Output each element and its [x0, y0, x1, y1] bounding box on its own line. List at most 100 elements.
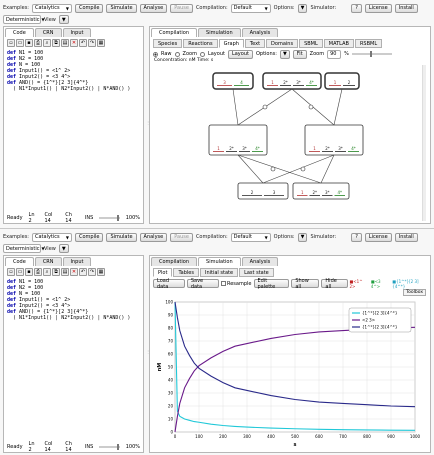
install-button[interactable]: Install	[394, 3, 418, 13]
series-chip-1[interactable]: ■<1^ 2>	[349, 278, 363, 289]
help-button[interactable]: ?	[351, 3, 362, 13]
plot-canvas[interactable]: 0 100 200 300 400 500 600 700 800 900 1000 0 10 20 30 4…	[153, 296, 427, 450]
pause-button[interactable]: Pause	[170, 232, 193, 242]
tab-plot[interactable]: Plot	[153, 268, 173, 277]
tab-last-state[interactable]: Last state	[239, 268, 274, 277]
legend-label: {1^*}[2 3]{4^*}	[362, 311, 398, 316]
zoom-slider[interactable]	[99, 443, 120, 450]
settings-icon[interactable]: ▦	[97, 39, 105, 47]
save-data-button[interactable]: Save data	[186, 278, 219, 290]
toolbox-button[interactable]: Toolbox	[403, 289, 426, 296]
show-all-button[interactable]: Show all	[291, 278, 320, 290]
tab-species[interactable]: Species	[153, 39, 183, 48]
tab-code[interactable]: Code	[5, 257, 34, 266]
tab-sbml[interactable]: SBML	[299, 39, 323, 48]
raw-radio[interactable]	[153, 51, 158, 57]
open-folder-icon[interactable]: ▭	[16, 39, 24, 47]
compilation-select[interactable]: Default ▼	[230, 3, 271, 13]
analyse-button[interactable]: Analyse	[139, 3, 168, 13]
series-chip-2[interactable]: ■<3 4^>	[370, 278, 381, 289]
simulate-button[interactable]: Simulate	[106, 3, 137, 13]
layout-button[interactable]: Layout	[227, 49, 253, 59]
paste-icon[interactable]: ▤	[61, 268, 69, 276]
print-icon[interactable]: ⎙	[34, 39, 42, 47]
tab-compilation[interactable]: Compilation	[151, 28, 198, 37]
tab-crn[interactable]: CRN	[34, 28, 62, 37]
view-dropdown[interactable]: ▼	[58, 15, 69, 24]
tab-reactions[interactable]: Reactions	[183, 39, 218, 48]
tab-simulation[interactable]: Simulation	[198, 28, 241, 37]
delete-icon[interactable]: ✕	[70, 39, 78, 47]
tab-tables[interactable]: Tables	[173, 268, 199, 277]
mode-select[interactable]: Deterministic ▼	[3, 15, 45, 24]
help-button[interactable]: ?	[351, 232, 362, 242]
search-icon[interactable]: ⌕	[43, 39, 51, 47]
tab-input[interactable]: Input	[62, 28, 92, 37]
fit-button[interactable]: Fit	[292, 49, 307, 59]
examples-select[interactable]: Catalytics ▼	[31, 3, 72, 13]
tab-analysis[interactable]: Analysis	[241, 257, 279, 266]
compile-button[interactable]: Compile	[74, 232, 104, 242]
examples-select[interactable]: Catalytics ▼	[31, 232, 72, 242]
tab-rsbml[interactable]: RSBML	[354, 39, 383, 48]
install-button[interactable]: Install	[394, 232, 418, 242]
splitter-handle[interactable]: ⋮	[146, 120, 150, 125]
redo-icon[interactable]: ↷	[88, 39, 96, 47]
options-dropdown[interactable]: ▼	[279, 49, 290, 59]
undo-icon[interactable]: ↶	[79, 39, 87, 47]
tab-input[interactable]: Input	[62, 257, 92, 266]
layout-radio[interactable]	[199, 51, 205, 57]
code-area[interactable]: def N1 = 100 def N2 = 100 def N = 100 def I…	[7, 279, 140, 321]
tab-code[interactable]: Code	[5, 28, 34, 37]
new-file-icon[interactable]: ▫	[7, 39, 15, 47]
license-button[interactable]: License	[364, 3, 392, 13]
view-dropdown[interactable]: ▼	[58, 244, 69, 253]
open-folder-icon[interactable]: ▭	[16, 268, 24, 276]
tab-text[interactable]: Text	[244, 39, 266, 48]
zoom-input[interactable]: 90	[327, 49, 342, 59]
resample-checkbox[interactable]	[220, 281, 226, 286]
tab-analysis[interactable]: Analysis	[241, 28, 279, 37]
settings-icon[interactable]: ▦	[97, 268, 105, 276]
zoom-radio[interactable]	[174, 51, 180, 57]
zoom-slider[interactable]	[351, 51, 392, 57]
options-dropdown[interactable]: ▼	[297, 3, 308, 13]
code-area[interactable]: def N1 = 100 def N2 = 100 def N = 100 def I…	[7, 50, 140, 92]
print-icon[interactable]: ⎙	[34, 268, 42, 276]
tab-crn[interactable]: CRN	[34, 257, 62, 266]
license-button[interactable]: License	[364, 232, 392, 242]
tab-domains[interactable]: Domains	[266, 39, 299, 48]
tab-simulation[interactable]: Simulation	[198, 257, 241, 266]
copy-icon[interactable]: ⧉	[52, 268, 60, 276]
simulate-button[interactable]: Simulate	[106, 232, 137, 242]
redo-icon[interactable]: ↷	[88, 268, 96, 276]
vertical-scrollbar[interactable]	[422, 65, 426, 221]
hide-all-button[interactable]: Hide all	[321, 278, 348, 290]
tab-compilation[interactable]: Compilation	[151, 257, 198, 266]
load-data-button[interactable]: Load data	[153, 278, 185, 290]
series-chip-3[interactable]: ■{1^*}[2 3]{4^*}	[392, 278, 419, 289]
search-icon[interactable]: ⌕	[43, 268, 51, 276]
analyse-button[interactable]: Analyse	[139, 232, 168, 242]
delete-icon[interactable]: ✕	[70, 268, 78, 276]
mode-select[interactable]: Deterministic ▼	[3, 244, 45, 253]
compile-button[interactable]: Compile	[74, 3, 104, 13]
code-editor-panel: Code CRN Input ▫ ▭ ▪ ⎙ ⌕ ⧉ ▤ ✕ ↶ ↷ ▦ def…	[3, 26, 144, 224]
new-file-icon[interactable]: ▫	[7, 268, 15, 276]
compilation-select[interactable]: Default ▼	[230, 232, 271, 242]
save-icon[interactable]: ▪	[25, 39, 33, 47]
zoom-slider[interactable]	[99, 214, 120, 221]
splitter-handle[interactable]: ⋮	[146, 349, 150, 354]
paste-icon[interactable]: ▤	[61, 39, 69, 47]
options-dropdown[interactable]: ▼	[297, 232, 308, 242]
copy-icon[interactable]: ⧉	[52, 39, 60, 47]
resample-option[interactable]: Resample	[220, 281, 252, 287]
reaction-graph-canvas[interactable]: 3 4 1 2* 3* 4* 1 2 1 2* 3* 4* 1 2* 3* 4* 2 3 1 2* 3* 4*	[153, 65, 427, 221]
tab-graph[interactable]: Graph	[218, 39, 244, 48]
edit-palette-button[interactable]: Edit palette	[253, 278, 290, 290]
tab-matlab[interactable]: MATLAB	[323, 39, 354, 48]
tab-initial-state[interactable]: Initial state	[199, 268, 239, 277]
pause-button[interactable]: Pause	[170, 3, 193, 13]
undo-icon[interactable]: ↶	[79, 268, 87, 276]
save-icon[interactable]: ▪	[25, 268, 33, 276]
